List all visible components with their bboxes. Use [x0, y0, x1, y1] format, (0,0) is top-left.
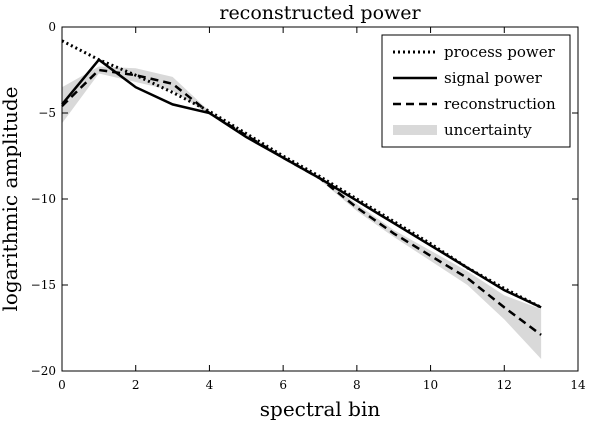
series-line-reconstruction: [61, 68, 542, 336]
chart-title: reconstructed power: [219, 2, 421, 24]
series-line-signal-power: [61, 57, 542, 309]
legend-label-process-power: process power: [444, 43, 556, 61]
legend-swatch-uncertainty: [393, 125, 437, 135]
x-tick-label: 6: [279, 378, 287, 392]
ticks-layer: 0 2 4 6 8 10 12 14 0 −5 −10 −15 −20: [31, 20, 586, 392]
x-tick-label: 8: [353, 378, 361, 392]
x-axis-title: spectral bin: [260, 397, 381, 421]
y-tick-label: −5: [38, 106, 56, 120]
x-tick-label: 4: [206, 378, 214, 392]
y-axis-title: logarithmic amplitude: [0, 87, 22, 312]
legend-label-reconstruction: reconstruction: [444, 95, 556, 113]
series-line-process-power: [61, 39, 542, 309]
y-tick-label: −20: [31, 364, 56, 378]
x-tick-label: 14: [570, 378, 586, 392]
series-layer: [61, 39, 542, 336]
legend-items: process power signal power reconstruction u…: [393, 43, 556, 139]
y-tick-label: 0: [48, 20, 56, 34]
legend-label-signal-power: signal power: [444, 69, 543, 87]
x-tick-label: 2: [132, 378, 140, 392]
x-tick-label: 0: [58, 378, 66, 392]
legend: process power signal power reconstruction u…: [381, 34, 571, 148]
legend-label-uncertainty: uncertainty: [444, 121, 532, 139]
x-tick-label: 12: [497, 378, 512, 392]
y-tick-label: −10: [31, 192, 56, 206]
x-tick-label: 10: [423, 378, 438, 392]
y-tick-label: −15: [31, 278, 56, 292]
